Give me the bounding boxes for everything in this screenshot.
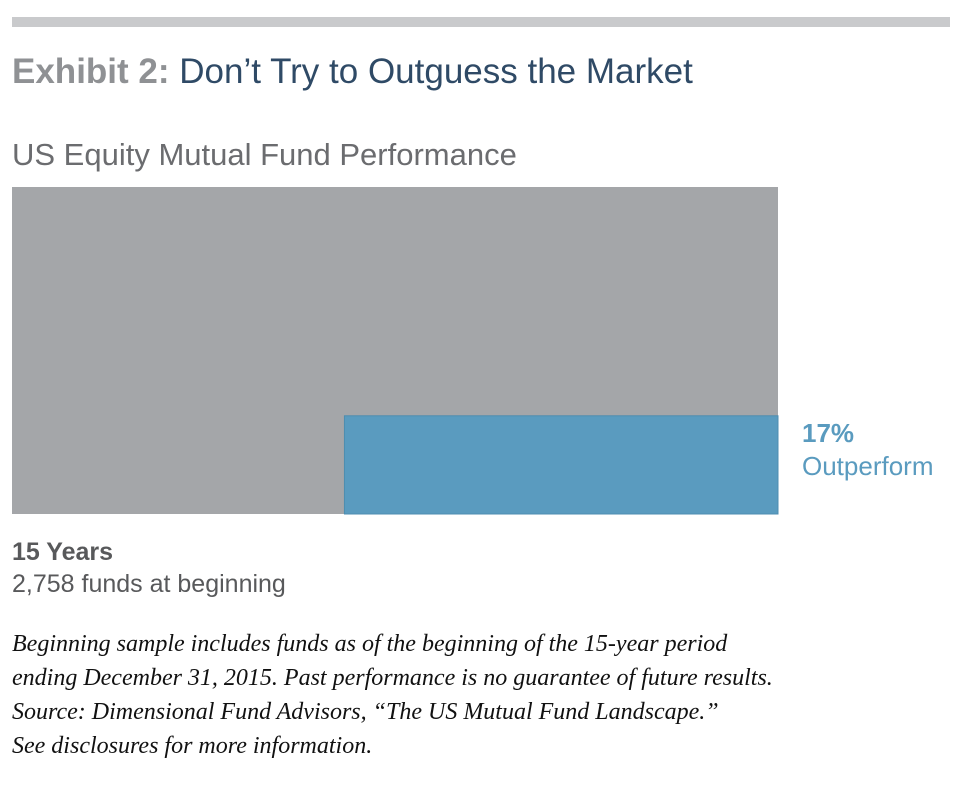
footnote-line: Source: Dimensional Fund Advisors, “The … <box>12 699 719 725</box>
outperform-callout: 17% Outperform <box>802 417 934 483</box>
footnote-line: Beginning sample includes funds as of th… <box>12 631 728 657</box>
exhibit-title: Exhibit 2: Don’t Try to Outguess the Mar… <box>12 50 693 94</box>
footnote-line: See disclosures for more information. <box>12 733 373 759</box>
exhibit-heading: Don’t Try to Outguess the Market <box>179 52 693 91</box>
top-rule <box>12 17 950 27</box>
period-info: 15 Years 2,758 funds at beginning <box>12 536 286 600</box>
footnote: Beginning sample includes funds as of th… <box>12 627 952 763</box>
period-label: 15 Years <box>12 538 114 566</box>
chart-title: US Equity Mutual Fund Performance <box>12 137 517 172</box>
exhibit-label: Exhibit 2: <box>12 52 170 91</box>
outperform-value: 17% <box>802 418 855 448</box>
outperform-label: Outperform <box>802 451 934 481</box>
outperform-bar <box>343 415 779 515</box>
footnote-line: ending December 31, 2015. Past performan… <box>12 665 773 691</box>
funds-at-beginning: 2,758 funds at beginning <box>12 570 286 598</box>
